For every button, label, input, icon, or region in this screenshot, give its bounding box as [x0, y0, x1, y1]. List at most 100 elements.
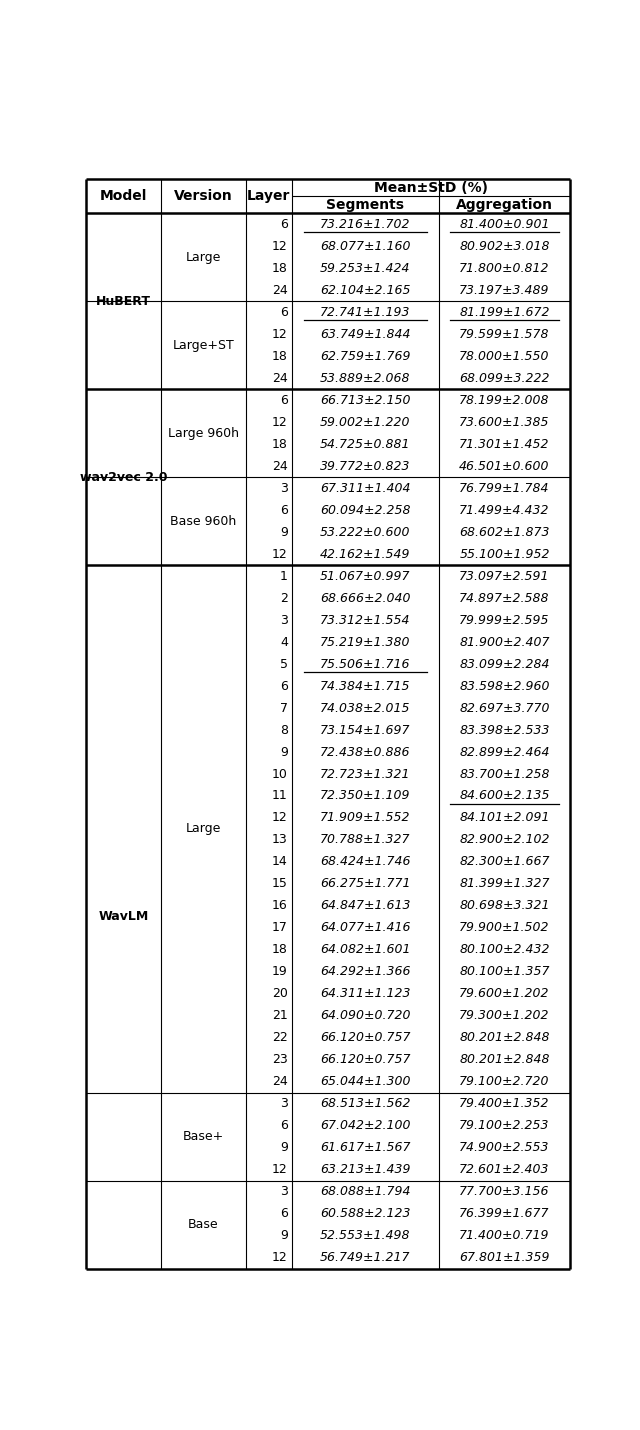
Text: 73.097±2.591: 73.097±2.591 [460, 569, 550, 582]
Text: 62.104±2.165: 62.104±2.165 [320, 283, 411, 296]
Text: 68.077±1.160: 68.077±1.160 [320, 240, 411, 253]
Text: 74.038±2.015: 74.038±2.015 [320, 702, 411, 715]
Text: 66.120±0.757: 66.120±0.757 [320, 1054, 411, 1067]
Text: Mean±StD (%): Mean±StD (%) [374, 180, 488, 194]
Text: 72.741±1.193: 72.741±1.193 [320, 306, 411, 319]
Text: 73.312±1.554: 73.312±1.554 [320, 613, 411, 626]
Text: WavLM: WavLM [99, 911, 149, 924]
Text: 10: 10 [272, 768, 288, 781]
Text: 71.301±1.452: 71.301±1.452 [460, 438, 550, 450]
Text: 59.002±1.220: 59.002±1.220 [320, 416, 411, 429]
Text: Base 960h: Base 960h [170, 515, 237, 528]
Text: 12: 12 [272, 548, 288, 561]
Text: 3: 3 [280, 482, 288, 495]
Text: 13: 13 [272, 834, 288, 847]
Text: 6: 6 [280, 679, 288, 692]
Text: 6: 6 [280, 1207, 288, 1220]
Text: 6: 6 [280, 217, 288, 230]
Text: 24: 24 [272, 372, 288, 385]
Text: 78.199±2.008: 78.199±2.008 [460, 393, 550, 406]
Text: 80.201±2.848: 80.201±2.848 [460, 1031, 550, 1044]
Text: 75.219±1.380: 75.219±1.380 [320, 635, 411, 649]
Text: 84.600±2.135: 84.600±2.135 [460, 789, 550, 802]
Text: 71.800±0.812: 71.800±0.812 [460, 262, 550, 275]
Text: 83.398±2.533: 83.398±2.533 [460, 724, 550, 736]
Text: 18: 18 [272, 944, 288, 957]
Text: 6: 6 [280, 1120, 288, 1133]
Text: 68.602±1.873: 68.602±1.873 [460, 526, 550, 539]
Text: 3: 3 [280, 1097, 288, 1111]
Text: 56.749±1.217: 56.749±1.217 [320, 1251, 411, 1264]
Text: 3: 3 [280, 1185, 288, 1198]
Text: 82.900±2.102: 82.900±2.102 [460, 834, 550, 847]
Text: 73.154±1.697: 73.154±1.697 [320, 724, 411, 736]
Text: 82.899±2.464: 82.899±2.464 [460, 745, 550, 758]
Text: 46.501±0.600: 46.501±0.600 [460, 459, 550, 472]
Text: 22: 22 [272, 1031, 288, 1044]
Text: 83.700±1.258: 83.700±1.258 [460, 768, 550, 781]
Text: 80.100±2.432: 80.100±2.432 [460, 944, 550, 957]
Text: 42.162±1.549: 42.162±1.549 [320, 548, 411, 561]
Text: 9: 9 [280, 1141, 288, 1154]
Text: 77.700±3.156: 77.700±3.156 [460, 1185, 550, 1198]
Text: 14: 14 [272, 855, 288, 868]
Text: 12: 12 [272, 240, 288, 253]
Text: 6: 6 [280, 503, 288, 516]
Text: 73.600±1.385: 73.600±1.385 [460, 416, 550, 429]
Text: 79.300±1.202: 79.300±1.202 [460, 1010, 550, 1022]
Text: 68.099±3.222: 68.099±3.222 [460, 372, 550, 385]
Text: 18: 18 [272, 438, 288, 450]
Text: 80.698±3.321: 80.698±3.321 [460, 899, 550, 912]
Text: 24: 24 [272, 1075, 288, 1088]
Text: 68.666±2.040: 68.666±2.040 [320, 592, 411, 605]
Text: 39.772±0.823: 39.772±0.823 [320, 459, 411, 472]
Text: 9: 9 [280, 526, 288, 539]
Text: 64.090±0.720: 64.090±0.720 [320, 1010, 411, 1022]
Text: 62.759±1.769: 62.759±1.769 [320, 350, 411, 363]
Text: 17: 17 [272, 921, 288, 934]
Text: 80.100±1.357: 80.100±1.357 [460, 965, 550, 978]
Text: 81.399±1.327: 81.399±1.327 [460, 878, 550, 891]
Text: 6: 6 [280, 306, 288, 319]
Text: 12: 12 [272, 811, 288, 825]
Text: 70.788±1.327: 70.788±1.327 [320, 834, 411, 847]
Text: 63.749±1.844: 63.749±1.844 [320, 327, 411, 340]
Text: 83.099±2.284: 83.099±2.284 [460, 658, 550, 671]
Text: 16: 16 [272, 899, 288, 912]
Text: 53.889±2.068: 53.889±2.068 [320, 372, 411, 385]
Text: 79.900±1.502: 79.900±1.502 [460, 921, 550, 934]
Text: 74.900±2.553: 74.900±2.553 [460, 1141, 550, 1154]
Text: 21: 21 [272, 1010, 288, 1022]
Text: 24: 24 [272, 459, 288, 472]
Text: 74.897±2.588: 74.897±2.588 [460, 592, 550, 605]
Text: 81.400±0.901: 81.400±0.901 [460, 217, 550, 230]
Text: 6: 6 [280, 393, 288, 406]
Text: 64.311±1.123: 64.311±1.123 [320, 988, 411, 1001]
Text: 79.400±1.352: 79.400±1.352 [460, 1097, 550, 1111]
Text: 9: 9 [280, 1230, 288, 1243]
Text: 3: 3 [280, 613, 288, 626]
Text: 53.222±0.600: 53.222±0.600 [320, 526, 411, 539]
Text: 55.100±1.952: 55.100±1.952 [460, 548, 550, 561]
Text: Version: Version [174, 189, 233, 203]
Text: 73.216±1.702: 73.216±1.702 [320, 217, 411, 230]
Text: 78.000±1.550: 78.000±1.550 [460, 350, 550, 363]
Text: 24: 24 [272, 283, 288, 296]
Text: 71.909±1.552: 71.909±1.552 [320, 811, 411, 825]
Text: 83.598±2.960: 83.598±2.960 [460, 679, 550, 692]
Text: 72.350±1.109: 72.350±1.109 [320, 789, 411, 802]
Text: 12: 12 [272, 416, 288, 429]
Text: 73.197±3.489: 73.197±3.489 [460, 283, 550, 296]
Text: 15: 15 [272, 878, 288, 891]
Text: Base: Base [188, 1218, 219, 1231]
Text: 72.601±2.403: 72.601±2.403 [460, 1164, 550, 1177]
Text: 68.513±1.562: 68.513±1.562 [320, 1097, 411, 1111]
Text: 61.617±1.567: 61.617±1.567 [320, 1141, 411, 1154]
Text: 81.199±1.672: 81.199±1.672 [460, 306, 550, 319]
Text: 12: 12 [272, 1164, 288, 1177]
Text: 23: 23 [272, 1054, 288, 1067]
Text: Aggregation: Aggregation [456, 197, 553, 212]
Text: 8: 8 [280, 724, 288, 736]
Text: 68.088±1.794: 68.088±1.794 [320, 1185, 411, 1198]
Text: 64.082±1.601: 64.082±1.601 [320, 944, 411, 957]
